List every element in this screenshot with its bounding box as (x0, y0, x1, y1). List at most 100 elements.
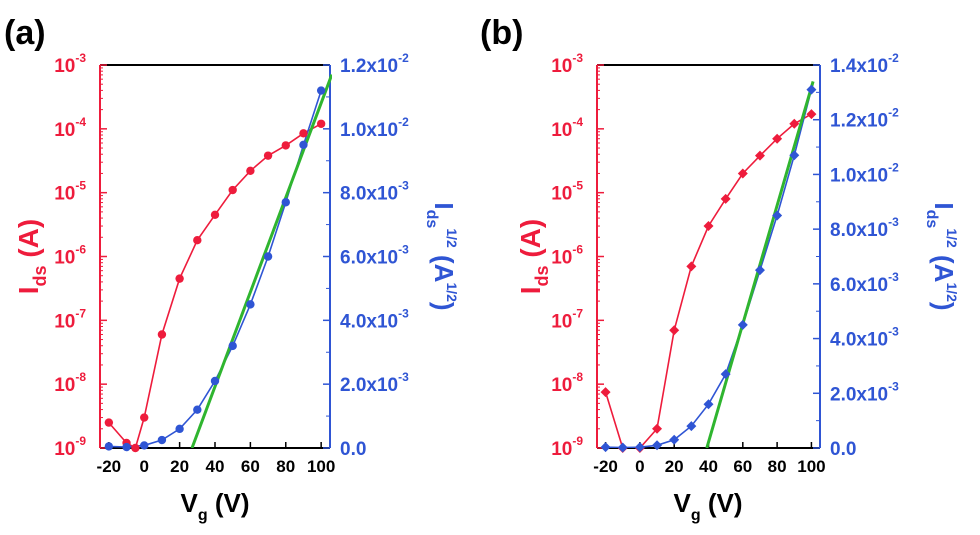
data-point (299, 129, 308, 138)
data-point (806, 84, 817, 95)
data-point (104, 418, 114, 427)
data-point (703, 221, 714, 232)
y-left-tick-label: 10-5 (54, 179, 86, 205)
data-point (669, 434, 680, 445)
data-point (281, 141, 290, 150)
y-right-tick-label: 1.0x10-2 (830, 160, 899, 186)
data-point (228, 185, 237, 195)
data-point (175, 274, 184, 283)
linear-fit-line (190, 74, 332, 448)
data-point (316, 119, 326, 128)
x-tick-label: 20 (665, 457, 684, 476)
data-point (316, 86, 326, 95)
data-point (634, 442, 645, 453)
y-left-tick-label: 10-8 (54, 370, 86, 396)
data-point (263, 252, 273, 261)
data-point (806, 109, 817, 120)
data-point (686, 421, 697, 432)
data-point (140, 441, 149, 450)
chart-panel-a: (a) -20 0 20 40 60 80 100 10-9 10-8 10-7 10-6 10-5 10… (4, 14, 460, 524)
x-tick-label: 0 (139, 457, 148, 476)
chart-panel-b: (b) -20 0 20 40 60 80 100 10-9 10-8 10-7 10-6 10-5 10… (480, 14, 960, 524)
data-point (652, 423, 663, 434)
y-right-tick-label: 1.2x10-2 (830, 106, 899, 132)
data-point (772, 133, 783, 144)
data-point (175, 424, 184, 434)
data-point (157, 435, 167, 445)
y-right-tick-label: 0.0 (340, 439, 366, 460)
data-point (157, 330, 167, 339)
x-tick-label: 40 (699, 457, 718, 476)
data-point (754, 265, 765, 276)
data-point (193, 405, 202, 414)
data-point (122, 442, 131, 452)
y-right-tick-label: 8.0x10-3 (340, 179, 409, 205)
y-left-tick-label: 10-7 (551, 306, 583, 332)
y-left-tick-label: 10-7 (54, 306, 86, 332)
x-tick-label: 60 (241, 457, 260, 476)
data-point (193, 236, 202, 245)
data-point (600, 387, 611, 398)
data-point (789, 118, 800, 129)
data-point (246, 300, 255, 309)
x-tick-label: 100 (797, 457, 825, 476)
data-point (246, 166, 255, 176)
data-point (772, 210, 783, 221)
data-point (210, 376, 220, 386)
ids-log-series-line (108, 123, 322, 448)
x-tick-label: 20 (170, 457, 189, 476)
y-right-axis-title: Ids1/2 (A1/2) (923, 202, 960, 310)
y-left-axis-title: Ids (A) (13, 219, 50, 294)
data-point (703, 399, 714, 410)
ids-sqrt-series-line (605, 89, 813, 448)
x-axis-title: Vg (V) (180, 488, 249, 524)
data-point (617, 442, 628, 453)
x-tick-label: 80 (276, 457, 295, 476)
data-point (669, 325, 680, 336)
plot-area (108, 74, 332, 448)
y-right-tick-label: 1.2x10-2 (340, 51, 409, 77)
y-left-tick-label: 10-9 (551, 434, 583, 460)
y-left-axis-title: Ids (A) (515, 219, 552, 294)
plot-area (604, 80, 815, 448)
y-right-tick-label: 4.0x10-3 (830, 325, 899, 351)
data-point (652, 440, 663, 451)
panel-label: (b) (480, 14, 523, 52)
data-point (104, 442, 114, 451)
data-point (789, 150, 800, 161)
y-right-tick-label: 0.0 (830, 439, 856, 460)
x-tick-label: 40 (206, 457, 225, 476)
y-right-tick-label: 6.0x10-3 (340, 243, 409, 269)
y-left-tick-label: 10-8 (551, 370, 583, 396)
y-left-tick-label: 10-4 (551, 115, 583, 141)
data-point (281, 198, 290, 207)
y-right-axis-title: Ids1/2 (A1/2) (423, 202, 460, 310)
data-point (720, 193, 731, 204)
data-point (299, 140, 308, 149)
y-right-tick-label: 2.0x10-3 (830, 379, 899, 405)
y-left-tick-label: 10-3 (551, 51, 583, 77)
x-tick-label: -20 (97, 457, 122, 476)
ids-log-series-line (604, 113, 812, 448)
x-tick-label: 0 (635, 457, 644, 476)
data-point (754, 150, 765, 161)
linear-fit-line (705, 80, 815, 448)
y-left-tick-label: 10-4 (54, 115, 86, 141)
y-right-tick-label: 2.0x10-3 (340, 370, 409, 396)
data-point (140, 413, 149, 422)
data-point (686, 261, 697, 272)
x-tick-label: 100 (307, 457, 335, 476)
data-point (720, 369, 731, 380)
data-point (263, 151, 273, 160)
y-left-tick-label: 10-6 (54, 243, 86, 269)
x-tick-label: 80 (768, 457, 787, 476)
y-right-tick-label: 6.0x10-3 (830, 270, 899, 296)
y-left-tick-label: 10-3 (54, 51, 86, 77)
x-axis-title: Vg (V) (673, 488, 742, 524)
data-point (228, 341, 237, 351)
data-point (600, 442, 611, 453)
y-left-tick-label: 10-9 (54, 434, 86, 460)
data-point (737, 168, 748, 179)
data-point (737, 319, 748, 330)
